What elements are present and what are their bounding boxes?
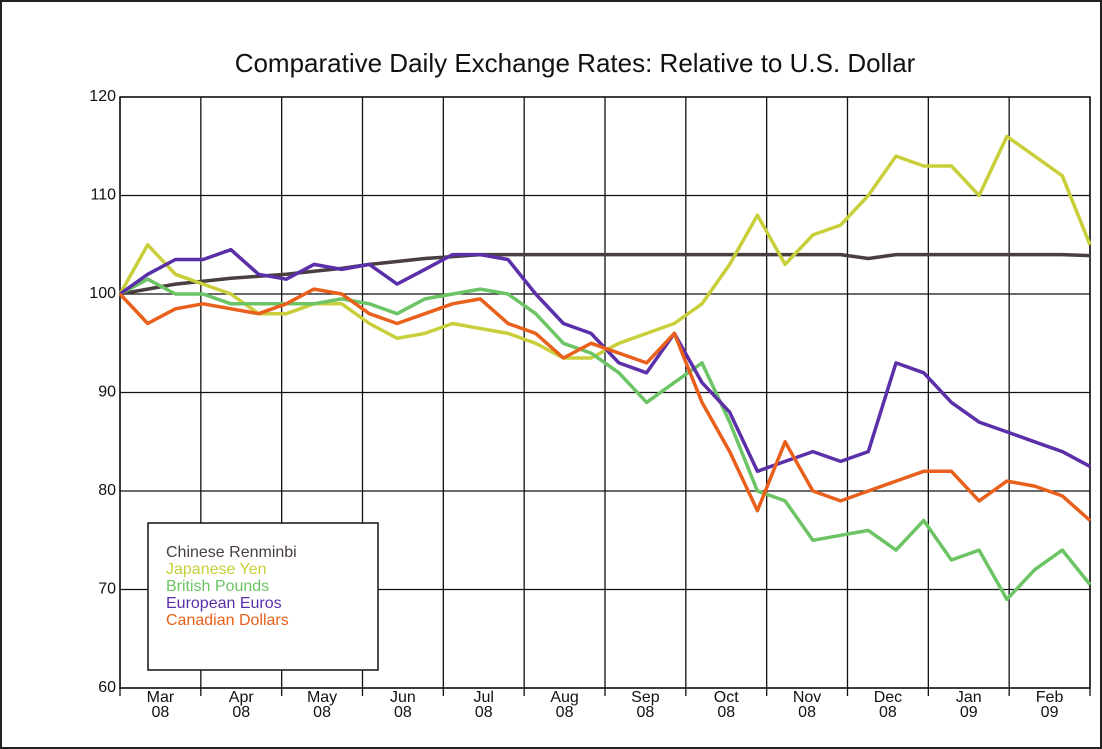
y-tick-label: 120 — [89, 88, 116, 105]
x-tick-label: May 08 — [307, 689, 337, 721]
legend-label: British Pounds — [166, 578, 269, 595]
x-tick-label: Aug 08 — [550, 689, 578, 721]
legend-label: Chinese Renminbi — [166, 544, 297, 561]
x-tick-label: Apr 08 — [229, 689, 255, 721]
x-tick-label: Jan 09 — [956, 689, 982, 721]
series-line — [118, 287, 1092, 522]
legend-label: Japanese Yen — [166, 561, 267, 578]
plot-frame — [119, 96, 1091, 689]
legend-box — [147, 522, 379, 671]
series-line — [119, 252, 1091, 296]
legend-label: European Euros — [166, 595, 282, 612]
x-tick-label: Nov 08 — [793, 689, 821, 721]
y-tick-label: 60 — [98, 679, 116, 696]
x-tick-label: Jun 08 — [390, 689, 416, 721]
x-tick-label: Jul 08 — [474, 689, 494, 721]
y-tick-label: 100 — [89, 285, 116, 302]
legend-label: Canadian Dollars — [166, 612, 289, 629]
y-tick-label: 70 — [98, 581, 116, 598]
y-tick-label: 80 — [98, 482, 116, 499]
x-tick-label: Oct 08 — [714, 689, 739, 721]
x-tick-label: Dec 08 — [874, 689, 902, 721]
y-tick-label: 110 — [90, 187, 116, 204]
x-tick-label: Feb 09 — [1036, 689, 1064, 721]
y-tick-label: 90 — [98, 384, 116, 401]
chart-title: Comparative Daily Exchange Rates: Relati… — [235, 48, 916, 78]
x-tick-label: Sep 08 — [631, 689, 660, 721]
x-tick-label: Mar 08 — [147, 689, 175, 721]
